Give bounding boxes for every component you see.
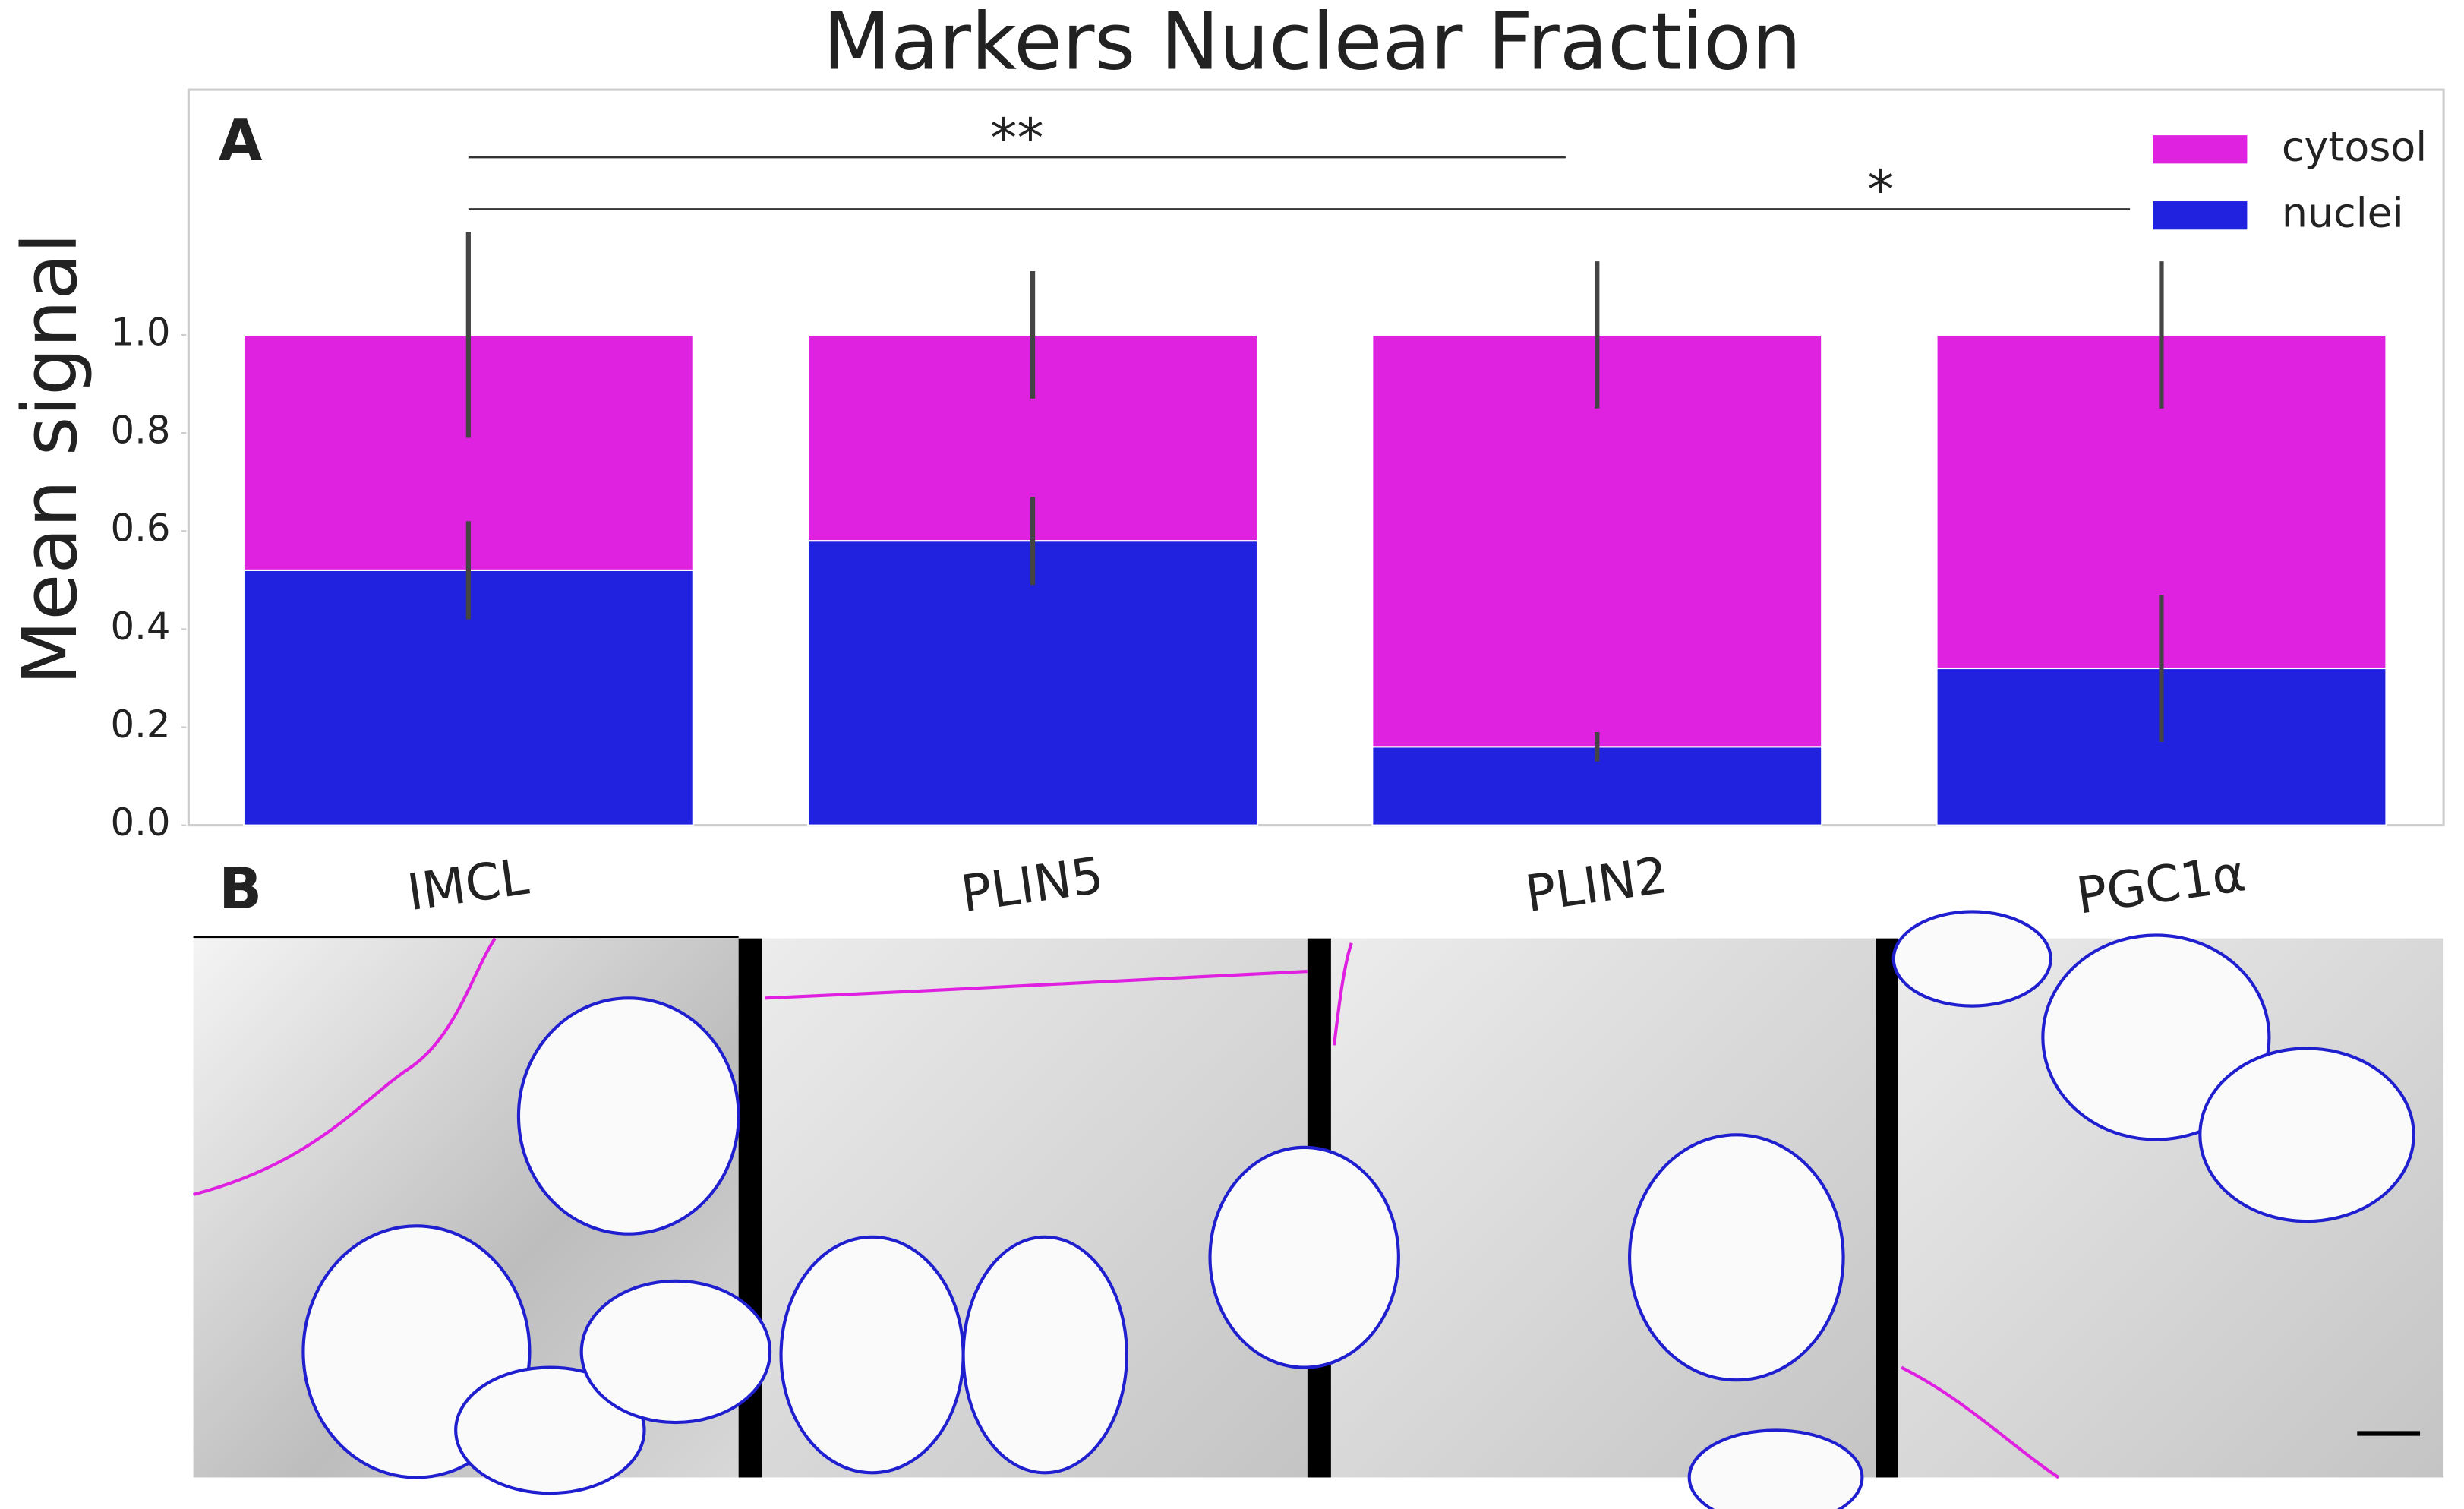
- x-tick-label: PLIN2: [1522, 846, 1671, 923]
- bar: [807, 540, 1259, 826]
- significance-label: *: [1867, 159, 1894, 221]
- x-tick-label: IMCL: [404, 848, 532, 923]
- y-tick-label: 0.0: [111, 800, 171, 844]
- plot-frame: [187, 88, 2445, 827]
- significance-label: **: [990, 107, 1043, 169]
- legend-swatch: [2153, 201, 2248, 230]
- y-tick-label: 1.0: [111, 310, 171, 354]
- y-tick-label: 0.4: [111, 605, 171, 649]
- micrographs: [193, 910, 2444, 1509]
- legend-label: nuclei: [2282, 188, 2404, 236]
- panel-label: A: [219, 108, 263, 174]
- panel-label: B: [219, 856, 262, 922]
- chart-title: Markers Nuclear Fraction: [823, 0, 1802, 88]
- y-tick-label: 0.2: [111, 702, 171, 747]
- legend-label: cytosol: [2282, 122, 2427, 170]
- x-tick-label: PLIN5: [958, 846, 1107, 923]
- legend-swatch: [2153, 135, 2248, 164]
- x-tick-label: PGC1α: [2073, 844, 2249, 925]
- y-tick-label: 0.6: [111, 507, 171, 551]
- y-axis-label: Mean signal: [7, 232, 94, 685]
- y-tick-label: 0.8: [111, 409, 171, 453]
